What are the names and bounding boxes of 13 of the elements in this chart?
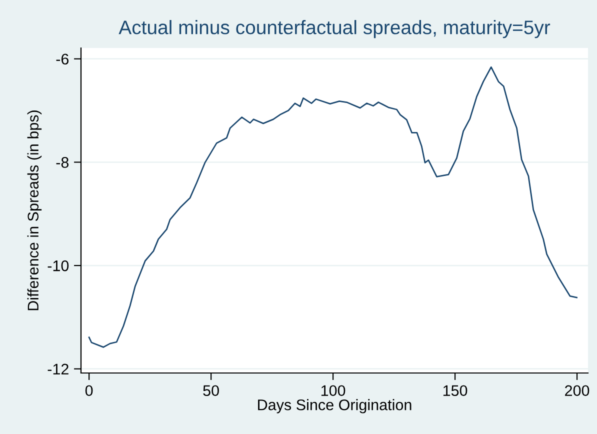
x-axis-title: Days Since Origination: [258, 399, 412, 414]
x-tick-label: 100: [321, 385, 346, 396]
y-tick-label: -6: [56, 54, 69, 65]
line-series: [88, 66, 578, 348]
x-tick-label: 150: [443, 385, 468, 396]
y-tick-label: -10: [48, 260, 69, 272]
chart-title: Actual minus counterfactual spreads, maturity=5yr: [118, 20, 550, 38]
y-tick-label: -8: [56, 157, 69, 168]
x-tick-label: 0: [85, 385, 93, 396]
x-tick-label: 50: [203, 385, 219, 396]
y-tick-label: -12: [48, 364, 68, 374]
y-axis-title: Difference in Spreads (in bps): [27, 110, 42, 310]
x-tick-label: 200: [565, 385, 590, 396]
